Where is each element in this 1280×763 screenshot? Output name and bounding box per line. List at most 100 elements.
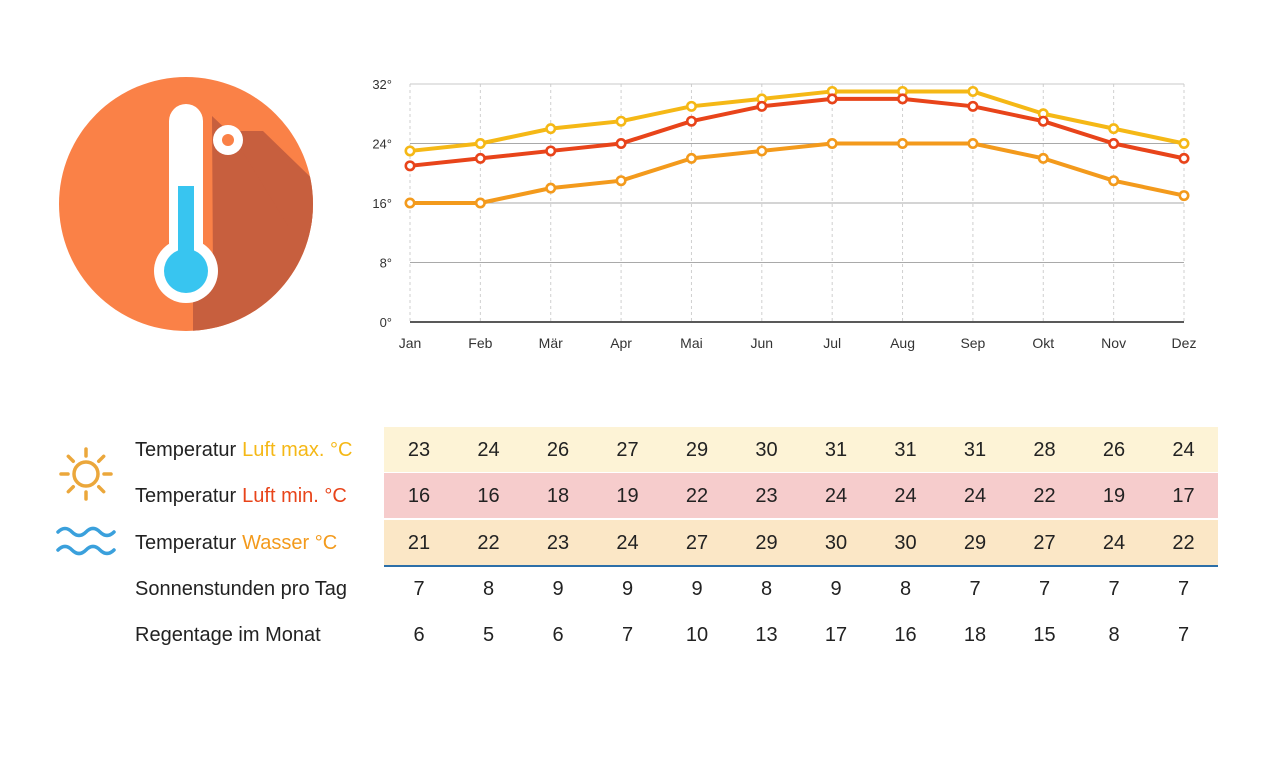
data-point-air_min [967,138,979,150]
table-cell: 5 [482,624,495,646]
series-line-water [408,96,1186,168]
row-label-prefix: Temperatur [135,485,237,507]
temperature-line-chart: 0° 8° 16° 24° 32° Jan Feb Mär Apr Mai Jun Jul Aug Sep… [372,77,1197,351]
thermometer-bulb [164,249,208,293]
data-point-air_min [404,197,416,209]
table-cell: 19 [1102,485,1126,507]
table-cell: 9 [621,578,634,600]
thermometer-icon [59,77,313,331]
table-cell: 24 [894,485,917,507]
table-cell: 7 [1177,578,1190,600]
row-label-air_min: Temperatur Luft min. °C [135,484,347,508]
row-label-accent: Luft min. °C [242,485,347,507]
x-tick-label: Jun [751,335,774,351]
data-point-air_min [826,138,838,150]
table-cell: 29 [963,532,987,554]
table-cell: 10 [685,624,709,646]
data-point-air_max [1108,123,1120,135]
row-label-accent: Luft max. °C [242,439,353,461]
data-point-air_min [685,152,697,164]
x-tick-label: Feb [468,335,492,351]
data-point-air_max [685,100,697,112]
data-point-air_min [615,175,627,187]
table-cell: 6 [413,624,425,646]
table-cell: 30 [894,532,917,554]
data-point-water [1037,115,1049,127]
table-cell: 9 [552,578,564,600]
table-cell: 18 [963,624,987,646]
table-cell: 29 [755,532,778,554]
x-tick-label: Dez [1172,335,1197,351]
table-cell: 24 [824,485,848,507]
row-label-water: Temperatur Wasser °C [135,531,337,555]
row-label-rain_days: Regentage im Monat [135,624,321,646]
table-cell: 27 [1033,532,1056,554]
table-cell: 23 [755,485,778,507]
table-cell: 23 [407,439,431,461]
x-tick-label: Nov [1101,335,1126,351]
table-cell: 15 [1033,624,1056,646]
table-cell: 6 [552,624,564,646]
table-cell: 22 [1172,532,1195,554]
table-cell: 9 [691,578,703,600]
data-point-water [756,100,768,112]
data-point-air_max [615,115,627,127]
series-line-air_min [408,141,1186,205]
table-cell: 8 [760,578,773,600]
table-cell: 9 [830,578,842,600]
table-cell: 24 [477,439,500,461]
data-point-air_min [1178,190,1190,202]
table-cell: 30 [824,532,848,554]
row-label-sun_hours: Sonnenstunden pro Tag [135,578,348,600]
row-label-accent: Wasser °C [242,532,338,554]
table-cell: 16 [477,485,500,507]
table-cell: 7 [1038,578,1051,600]
data-point-air_min [545,182,557,194]
table-cell: 26 [546,439,570,461]
data-point-air_max [404,145,416,157]
table-cell: 8 [1108,624,1120,646]
table-cell: 8 [899,578,912,600]
data-point-air_min [756,145,768,157]
table-cell: 22 [685,485,709,507]
y-tick-label: 8° [380,256,392,271]
degree-shadow [230,131,313,226]
table-cell: 28 [1033,439,1056,461]
table-cell: 16 [894,624,917,646]
table-cell: 31 [824,439,848,461]
waves-icon [56,526,116,556]
table-divider [384,565,1218,567]
table-cell: 31 [894,439,917,461]
table-cell: 24 [963,485,987,507]
data-point-water [474,152,486,164]
data-point-water [967,100,979,112]
table-cell: 7 [1108,578,1120,600]
table-cell: 7 [1177,624,1190,646]
data-point-water [615,138,627,150]
row-label-air_max: Temperatur Luft max. °C [135,438,352,462]
table-cell: 7 [969,578,981,600]
x-tick-label: Jan [399,335,422,351]
row-background-air_min [384,473,1218,518]
data-point-air_min [474,197,486,209]
table-cell: 16 [407,485,431,507]
x-tick-label: Mai [680,335,703,351]
row-label-prefix: Temperatur [135,439,237,461]
data-point-air_max [1178,138,1190,150]
y-tick-label: 24° [372,137,392,152]
table-cell: 30 [755,439,778,461]
x-tick-label: Mär [539,335,563,351]
row-background-water [384,520,1218,565]
data-point-water [897,93,909,105]
row-background-air_max [384,427,1218,472]
table-cell: 31 [963,439,987,461]
x-tick-label: Aug [890,335,915,351]
y-tick-label: 16° [372,196,392,211]
table-cell: 24 [616,532,639,554]
table-cell: 7 [413,578,425,600]
table-cell: 19 [616,485,639,507]
row-label-prefix: Temperatur [135,532,237,554]
x-tick-label: Apr [610,335,632,351]
table-cell: 29 [685,439,709,461]
data-point-water [685,115,697,127]
